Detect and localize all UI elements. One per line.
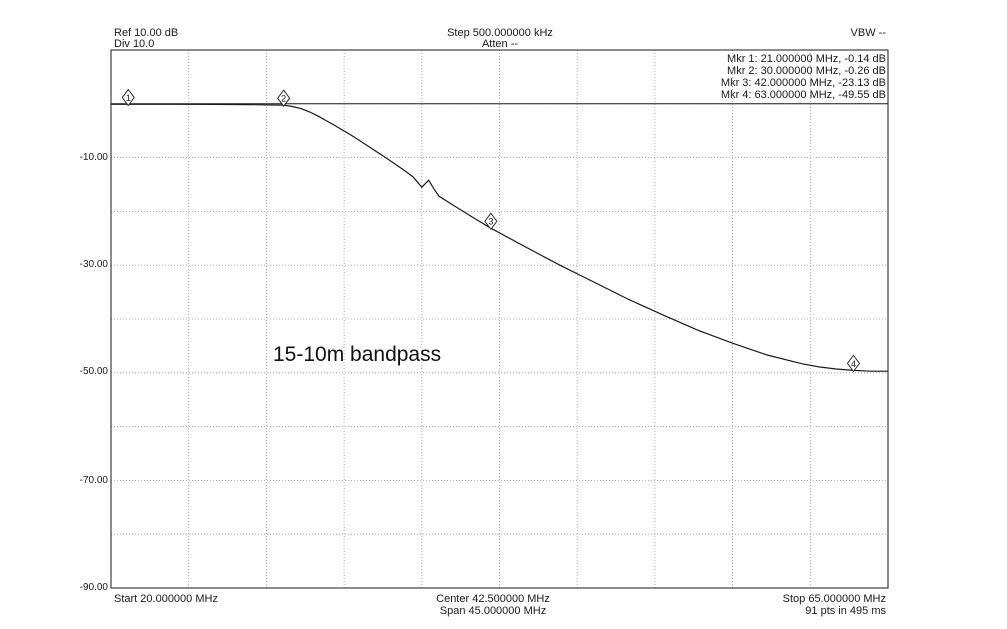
marker-readout-1: Mkr 1: 21.000000 MHz, -0.14 dB (727, 53, 886, 65)
marker-readout-2: Mkr 2: 30.000000 MHz, -0.26 dB (727, 65, 886, 77)
step-size: Step 500.000000 kHz (447, 27, 553, 39)
scale-division: Div 10.0 (114, 38, 155, 50)
trace-line (111, 103, 888, 372)
sweep-points: 91 pts in 495 ms (805, 605, 886, 617)
marker-1: 1 (121, 88, 135, 107)
marker-diamond (846, 354, 861, 373)
y-tick-label: -10.00 (79, 152, 108, 163)
vbw-readout: VBW -- (850, 27, 886, 39)
ref-level: Ref 10.00 dB (114, 27, 179, 39)
center-frequency: Center 42.500000 MHz (436, 593, 550, 605)
marker-diamond (277, 89, 291, 107)
stop-frequency: Stop 65.000000 MHz (782, 593, 886, 605)
plot-frame (110, 49, 889, 589)
marker-diamond (484, 212, 498, 230)
marker-3: 3 (484, 212, 498, 230)
y-tick-label: -90.00 (79, 582, 108, 593)
attenuation: Atten -- (481, 38, 519, 50)
y-tick-label: -50.00 (79, 366, 108, 377)
marker-number: 3 (488, 217, 493, 227)
trace-markers: 1 2 3 4 (121, 88, 861, 373)
marker-readout-list: Mkr 1: 21.000000 MHz, -0.14 dB Mkr 2: 30… (721, 53, 886, 101)
marker-number: 4 (851, 359, 856, 369)
frequency-span: Span 45.000000 MHz (439, 605, 547, 617)
marker-number: 1 (126, 93, 131, 103)
marker-2: 2 (277, 89, 291, 107)
marker-4: 4 (846, 354, 861, 373)
start-frequency: Start 20.000000 MHz (114, 593, 218, 605)
marker-readout-4: Mkr 4: 63.000000 MHz, -49.55 dB (720, 89, 886, 101)
y-tick-label: -30.00 (79, 259, 108, 270)
y-tick-label: -70.00 (79, 475, 108, 486)
plot-annotation: 15-10m bandpass (273, 343, 442, 366)
marker-readout-3: Mkr 3: 42.000000 MHz, -23.13 dB (720, 77, 886, 89)
marker-diamond (121, 88, 135, 107)
plot-grid (111, 50, 888, 588)
marker-number: 2 (281, 94, 286, 104)
